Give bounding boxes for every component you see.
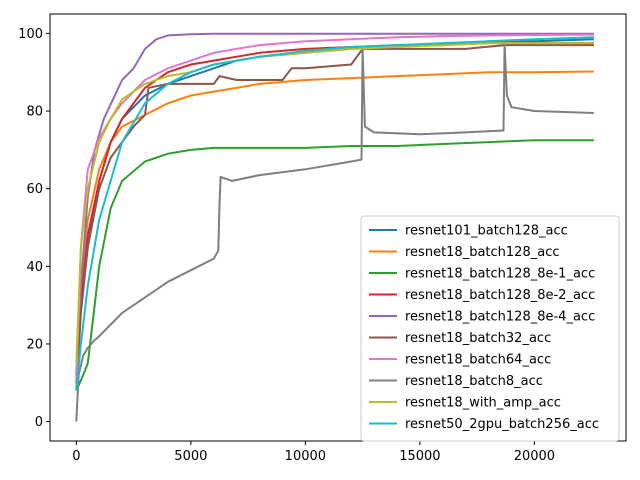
y-tick-label: 40: [26, 260, 43, 275]
y-tick-label: 0: [35, 415, 43, 430]
series-line-10: [75, 36, 594, 391]
series-layer: [75, 32, 594, 422]
y-axis: 0 20 40 60 80 100: [18, 27, 50, 430]
series-line-8: [75, 44, 594, 422]
legend-label: resnet18_batch128_8e-4_acc: [405, 310, 595, 325]
x-tick-label: 0: [72, 449, 80, 464]
x-tick-label: 15000: [399, 449, 440, 464]
y-tick-label: 60: [26, 182, 43, 197]
x-tick-label: 10000: [285, 449, 326, 464]
x-tick-label: 5000: [174, 449, 207, 464]
series-line-6: [75, 44, 594, 391]
series-line-3: [75, 139, 594, 391]
legend: resnet101_batch128_acc resnet18_batch128_…: [360, 215, 620, 442]
legend-label: resnet18_batch128_8e-1_acc: [405, 267, 595, 282]
y-tick-label: 80: [26, 105, 43, 120]
legend-label: resnet18_batch32_acc: [405, 331, 551, 346]
legend-label: resnet18_with_amp_acc: [405, 396, 561, 411]
legend-label: resnet18_batch8_acc: [405, 374, 543, 389]
legend-label: resnet101_batch128_acc: [405, 224, 568, 239]
series-line-2: [75, 70, 594, 376]
legend-label: resnet50_2gpu_batch256_acc: [405, 417, 599, 432]
legend-label: resnet18_batch64_acc: [405, 353, 551, 368]
legend-label: resnet18_batch128_8e-2_acc: [405, 288, 595, 303]
x-axis: 0 5000 10000 15000 20000: [72, 441, 555, 464]
y-tick-label: 100: [18, 27, 43, 42]
y-tick-label: 20: [26, 337, 43, 352]
x-tick-label: 20000: [514, 449, 555, 464]
legend-box: [360, 215, 620, 442]
plot-frame: [49, 13, 627, 442]
legend-label: resnet18_batch128_acc: [405, 245, 559, 260]
series-line-7: [75, 33, 594, 383]
